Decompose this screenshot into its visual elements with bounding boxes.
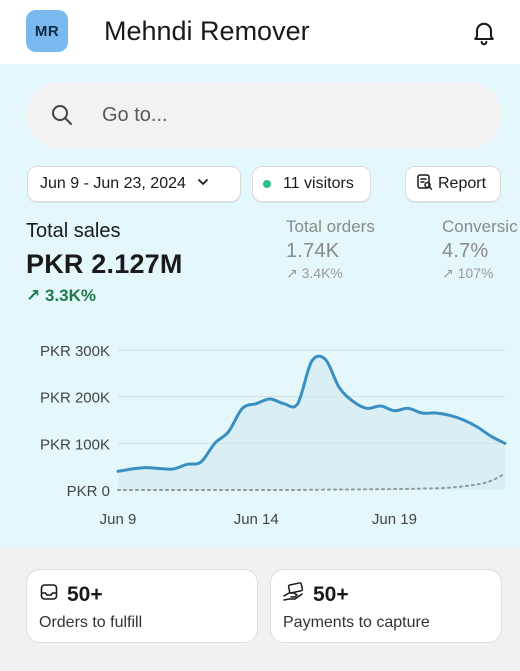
x-tick-label: Jun 19 [372,511,417,528]
live-dot-icon [263,180,271,188]
metric-total-sales[interactable]: Total sales PKR 2.127M ↗ 3.3K% [26,220,183,306]
date-range-label: Jun 9 - Jun 23, 2024 [40,175,186,192]
x-tick-label: Jun 14 [234,511,279,528]
store-name[interactable]: Mehndi Remover [104,16,310,46]
y-tick-label: PKR 0 [67,483,110,500]
y-tick-label: PKR 200K [40,390,110,407]
orders-to-fulfill-card[interactable]: 50+ Orders to fulfill [26,569,258,643]
date-range-selector[interactable]: Jun 9 - Jun 23, 2024 [27,166,241,202]
y-tick-label: PKR 300K [40,343,110,360]
search-icon [50,103,74,127]
metric-total-orders[interactable]: Total orders 1.74K ↗ 3.4K% [286,217,375,282]
chevron-down-icon [196,175,210,194]
sales-line-chart: PKR 300K PKR 200K PKR 100K PKR 0 Jun 9 Jun 14… [40,343,507,528]
search-input[interactable] [102,103,462,127]
metric-value: 4.7% [442,240,489,262]
card-label: Orders to fulfill [39,614,143,631]
x-tick-label: Jun 9 [100,511,137,528]
card-label: Payments to capture [283,614,430,631]
metric-change-value: 3.3K% [44,286,97,305]
series-line-comparison [117,472,506,492]
card-count: 50+ [67,582,103,606]
metric-label: Total sales [26,220,121,242]
metric-conversion[interactable]: Conversic 4.7% ↗ 107% [442,217,520,282]
metric-change: ↗ 3.3K% [26,286,183,306]
metric-value: PKR 2.127M [26,249,183,279]
metric-label: Total orders [286,217,375,236]
bell-icon[interactable] [468,16,500,48]
metric-change: ↗ 3.4K% [286,265,375,282]
metric-value: 1.74K [286,240,340,262]
inbox-icon [39,582,59,607]
search-bar[interactable] [26,82,502,148]
card-count: 50+ [313,582,349,606]
hand-payment-icon [283,582,305,607]
series-area [118,356,505,490]
visitors-chip[interactable]: 11 visitors [252,166,371,202]
arrow-up-right-icon: ↗ [442,265,454,281]
series-line-current [116,354,507,473]
report-button[interactable]: Report [405,166,501,202]
metric-change-value: 3.4K% [301,265,343,281]
top-bar: MR Mehndi Remover [0,0,520,64]
report-label: Report [438,175,487,192]
arrow-up-right-icon: ↗ [286,265,298,281]
metric-change: ↗ 107% [442,265,520,282]
payments-to-capture-card[interactable]: 50+ Payments to capture [270,569,502,643]
arrow-up-right-icon: ↗ [26,286,41,305]
report-icon [416,173,434,196]
store-avatar[interactable]: MR [26,10,68,52]
metric-label: Conversic [442,217,518,236]
metric-change-value: 107% [457,265,494,281]
y-tick-label: PKR 100K [40,436,110,453]
visitors-label: 11 visitors [283,175,354,192]
